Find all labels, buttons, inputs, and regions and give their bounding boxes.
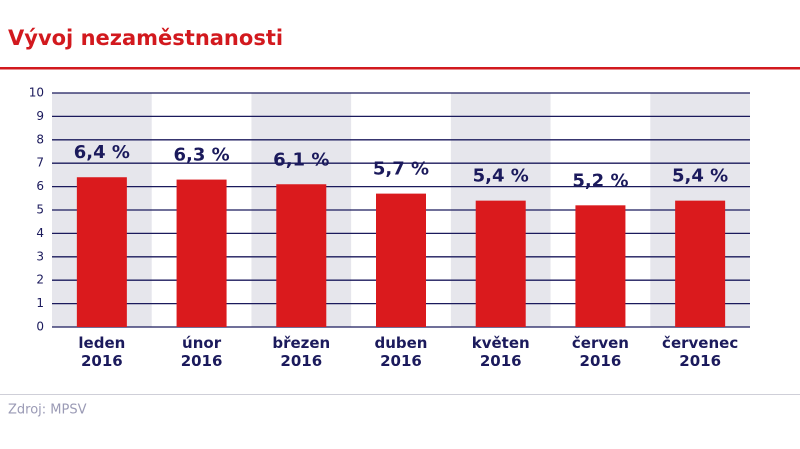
x-tick-label: červen 2016 (571, 334, 629, 370)
value-label: 6,4 % (74, 142, 130, 163)
source: Zdroj: MPSV (8, 403, 87, 418)
footer-rule (0, 394, 800, 395)
value-label: 6,1 % (273, 149, 329, 170)
x-tick-label: květen 2016 (471, 334, 530, 370)
y-tick-label: 10 (29, 86, 44, 100)
bar (675, 200, 726, 327)
x-tick-label: březen 2016 (272, 334, 331, 370)
value-label: 5,2 % (572, 170, 628, 191)
title-rule (0, 67, 800, 70)
value-label: 5,4 % (672, 166, 728, 187)
y-tick-label: 1 (36, 296, 44, 310)
x-tick-label: únor 2016 (180, 334, 223, 370)
bar (575, 205, 626, 327)
x-tick-label: duben 2016 (374, 334, 428, 370)
y-tick-label: 0 (36, 320, 44, 334)
y-tick-label: 5 (36, 203, 44, 217)
y-tick-label: 7 (36, 156, 44, 170)
x-tick-label: leden 2016 (78, 334, 126, 370)
value-label: 5,7 % (373, 159, 429, 180)
x-tick-label: červenec 2016 (662, 334, 739, 370)
bar (176, 179, 227, 327)
y-tick-label: 4 (36, 226, 44, 240)
bar (76, 177, 127, 327)
value-label: 6,3 % (173, 145, 229, 166)
y-tick-label: 9 (36, 109, 44, 123)
y-tick-label: 2 (36, 273, 44, 287)
y-tick-label: 8 (36, 132, 44, 146)
y-tick-label: 3 (36, 249, 44, 263)
bar (376, 193, 426, 327)
chart-title: Vývoj nezaměstnanosti (8, 26, 283, 50)
bar (276, 184, 327, 327)
value-label: 5,4 % (473, 166, 529, 187)
y-tick-label: 6 (36, 179, 44, 193)
bar (475, 200, 526, 327)
